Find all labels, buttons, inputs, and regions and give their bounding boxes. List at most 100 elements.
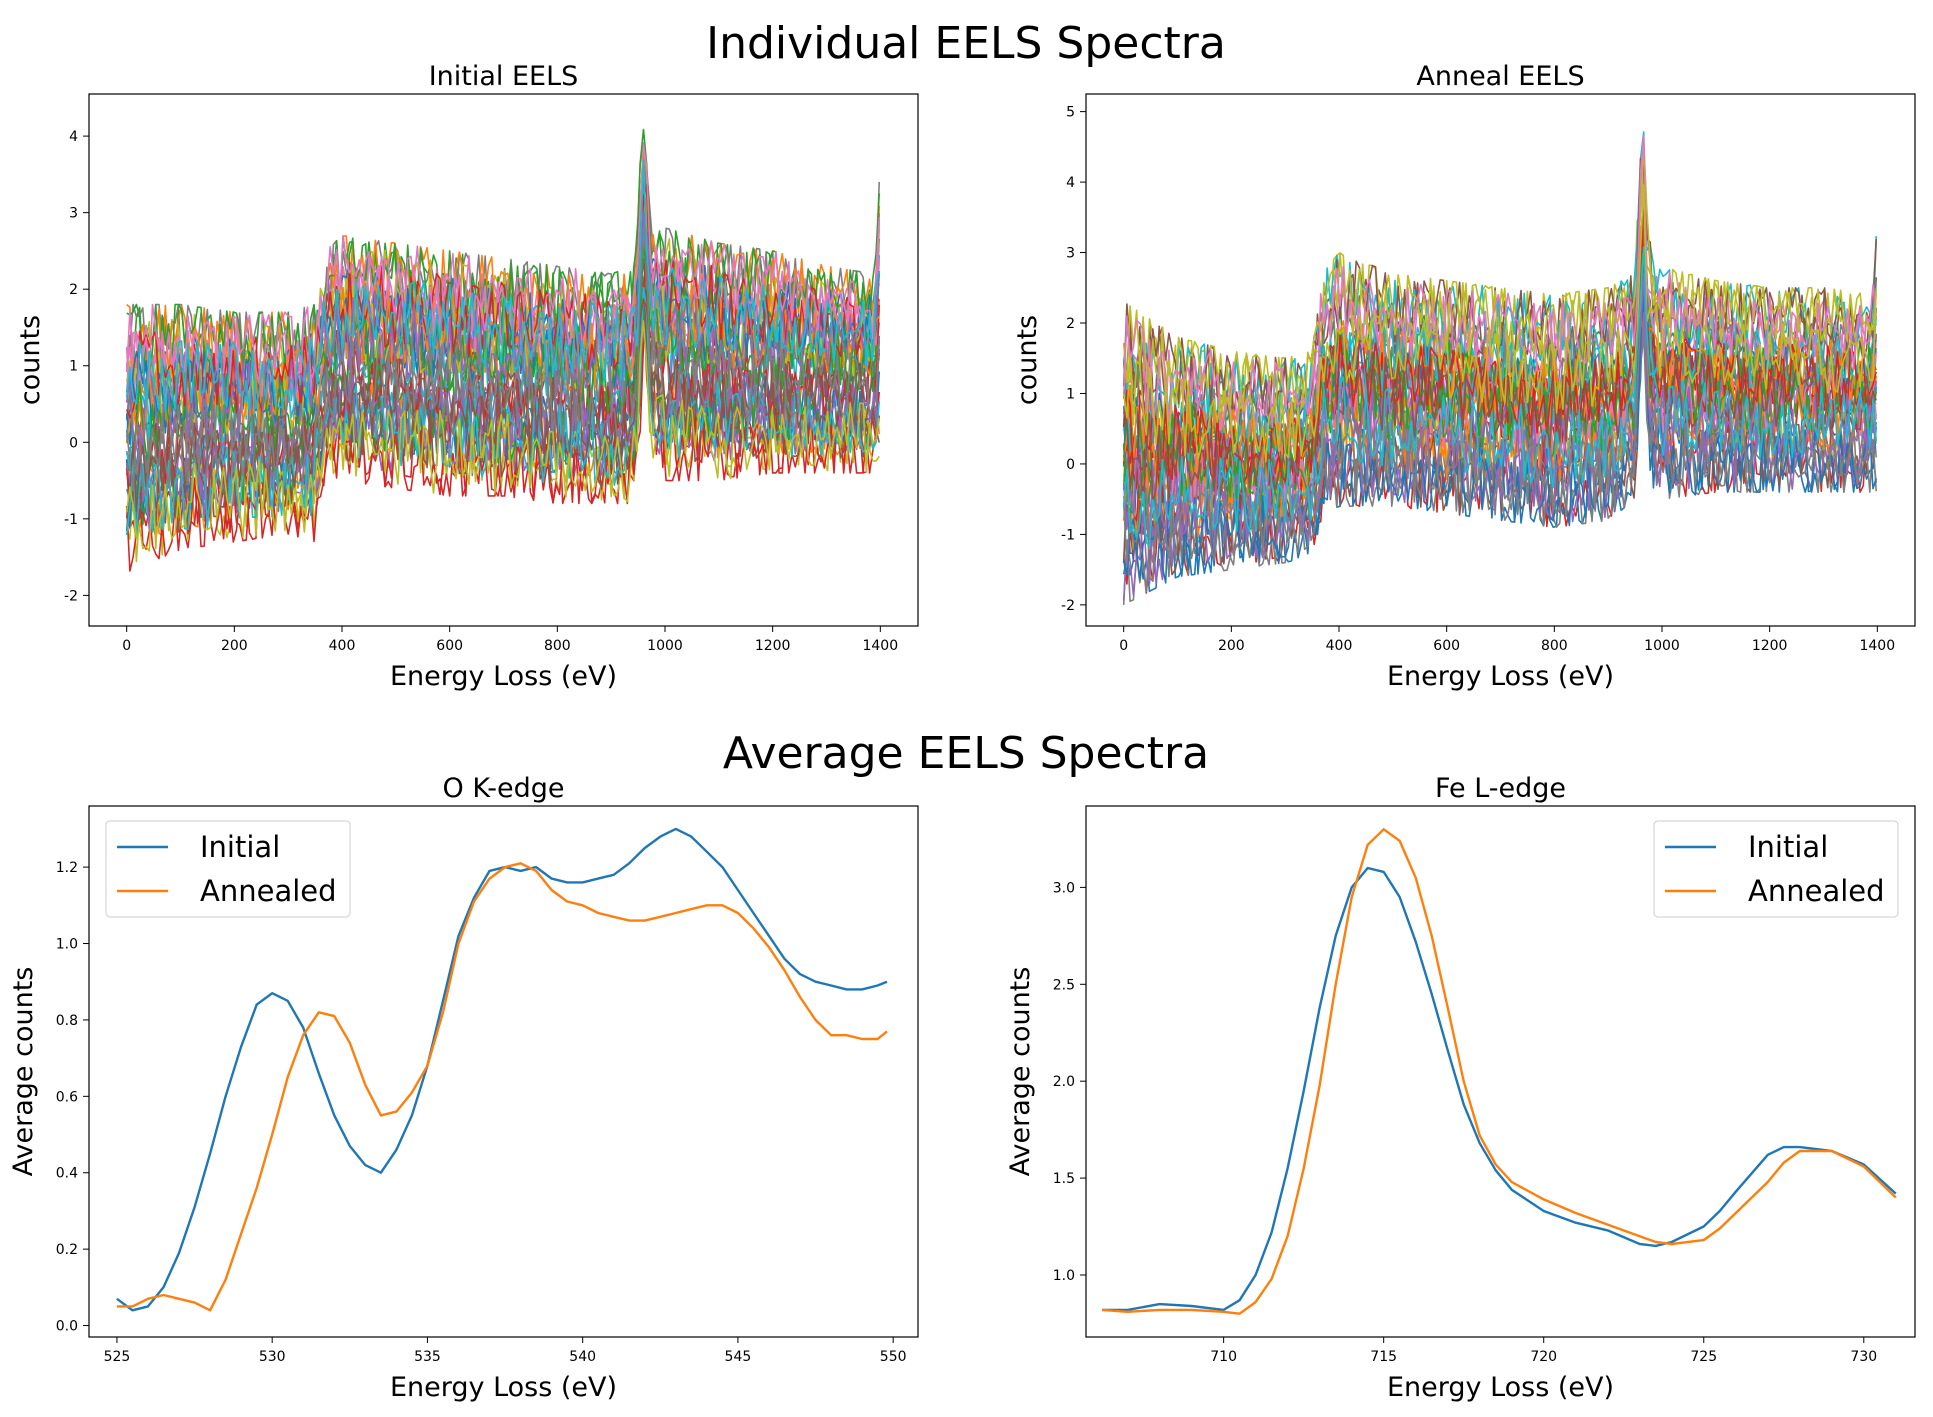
y-tick-label: -2 [64, 588, 78, 604]
x-tick-label: 545 [725, 1349, 752, 1365]
y-tick-label: 4 [69, 129, 78, 145]
y-tick-label: 3 [1066, 246, 1075, 262]
y-tick-label: 1 [69, 359, 78, 375]
y-tick-label: 2 [1066, 316, 1075, 332]
x-tick-label: 0 [1119, 638, 1128, 654]
y-tick-label: 0 [69, 435, 78, 451]
y-tick-label: 0.2 [56, 1242, 78, 1258]
x-tick-label: 720 [1530, 1349, 1557, 1365]
panel-title: Anneal EELS [1416, 61, 1584, 92]
y-tick-label: 3.0 [1053, 880, 1075, 896]
chart-fe-l-edge: 710 715 720 725 730 1.0 1.5 2.0 2.5 3.0 Fe L-edge E… [1005, 773, 1916, 1403]
y-tick-label: 5 [1066, 105, 1075, 121]
x-tick-label: 730 [1850, 1349, 1877, 1365]
y-tick-label: 2.0 [1053, 1074, 1075, 1090]
x-tick-label: 725 [1690, 1349, 1717, 1365]
x-tick-label: 600 [436, 638, 463, 654]
legend-box [105, 820, 351, 918]
axes-frame [1085, 93, 1916, 627]
axes-frame [1085, 805, 1916, 1338]
spectrum-line [1122, 135, 1877, 431]
chart-o-k-edge: 525 530 535 540 545 550 0.0 0.2 0.4 0.6 0.8 1.0 1.2 O… [8, 773, 919, 1403]
chart-panels: 0 200 400 600 800 1000 1200 1400-2-101234Initia… [8, 61, 1916, 1403]
x-tick-label: 0 [122, 638, 131, 654]
legend: Initial Annealed [105, 820, 351, 918]
legend-box [1653, 820, 1899, 918]
panel-title: O K-edge [443, 773, 565, 804]
x-tick-label: 800 [544, 638, 571, 654]
spectrum-line [1122, 184, 1877, 463]
y-tick-label: 0.0 [56, 1319, 78, 1335]
x-axis-label: Energy Loss (eV) [1387, 1372, 1614, 1403]
spectrum-line [125, 249, 880, 505]
suptitle-average: Average EELS Spectra [723, 728, 1209, 779]
y-tick-label: 1.0 [1053, 1268, 1075, 1284]
chart-initial-eels: 0 200 400 600 800 1000 1200 1400 -2 -1 0 1 2 3 4 Initia… [15, 61, 919, 692]
y-axis-label: Average counts [8, 967, 39, 1177]
y-tick-label: 1 [1066, 386, 1075, 402]
legend-label-initial: Initial [200, 830, 280, 864]
chart-anneal-eels: 0 200 400 600 800 1000 1200 1400 -2 -1 0 1 2 3 4 5 Annea… [1012, 61, 1916, 692]
x-tick-label: 540 [569, 1349, 596, 1365]
plot-area [1122, 131, 1877, 605]
plot-area [116, 827, 888, 1312]
spectrum-line [125, 158, 880, 418]
x-tick-label: 800 [1541, 638, 1568, 654]
x-tick-label: 1200 [755, 638, 791, 654]
x-tick-label: 525 [104, 1349, 131, 1365]
x-tick-label: 1200 [1752, 638, 1788, 654]
spectrum-line [1122, 246, 1877, 547]
y-tick-label: 0.6 [56, 1089, 78, 1105]
y-axis-label: counts [15, 315, 46, 405]
x-tick-label: 600 [1433, 638, 1460, 654]
x-tick-label: 400 [1326, 638, 1353, 654]
legend-label-annealed: Annealed [1748, 874, 1885, 908]
series-line-initial [1102, 866, 1897, 1312]
y-tick-label: 0.4 [56, 1166, 78, 1182]
x-axis-label: Energy Loss (eV) [390, 1372, 617, 1403]
y-tick-label: 3 [69, 206, 78, 222]
spectrum-line [125, 320, 880, 552]
x-tick-label: 710 [1210, 1349, 1237, 1365]
y-tick-label: -1 [1061, 527, 1075, 543]
suptitle-individual: Individual EELS Spectra [706, 18, 1226, 69]
x-tick-label: 1400 [862, 638, 898, 654]
y-tick-label: 1.5 [1053, 1171, 1075, 1187]
axes-frame [88, 805, 919, 1338]
x-axis-label: Energy Loss (eV) [390, 661, 617, 692]
legend-label-initial: Initial [1748, 830, 1828, 864]
y-tick-label: 1.2 [56, 860, 78, 876]
panel-title: Initial EELS [429, 61, 579, 92]
y-axis-label: Average counts [1005, 967, 1036, 1177]
plot-area [1101, 828, 1897, 1315]
spectrum-line [1122, 139, 1877, 419]
x-tick-label: 535 [414, 1349, 441, 1365]
x-tick-label: 715 [1370, 1349, 1397, 1365]
y-tick-label: -2 [1061, 598, 1075, 614]
axes-frame [88, 93, 919, 627]
y-tick-label: 0.8 [56, 1013, 78, 1029]
x-tick-label: 200 [1218, 638, 1245, 654]
x-axis-label: Energy Loss (eV) [1387, 661, 1614, 692]
legend-label-annealed: Annealed [200, 874, 337, 908]
x-tick-label: 400 [329, 638, 356, 654]
y-tick-label: 4 [1066, 175, 1075, 191]
y-tick-label: 2.5 [1053, 977, 1075, 993]
series-line-annealed [116, 862, 888, 1312]
spectrum-line [1122, 262, 1877, 507]
spectrum-line [1122, 157, 1877, 423]
y-tick-label: 2 [69, 282, 78, 298]
y-tick-label: -1 [64, 512, 78, 528]
series-line-annealed [1101, 828, 1897, 1315]
x-tick-label: 200 [221, 638, 248, 654]
y-tick-label: 0 [1066, 457, 1075, 473]
panel-title: Fe L-edge [1435, 773, 1566, 804]
plot-area [125, 128, 880, 572]
legend: Initial Annealed [1653, 820, 1899, 918]
y-axis-label: counts [1012, 315, 1043, 405]
x-tick-label: 1000 [1644, 638, 1680, 654]
x-tick-label: 550 [880, 1349, 907, 1365]
y-tick-label: 1.0 [56, 937, 78, 953]
spectrum-line [1122, 315, 1877, 583]
